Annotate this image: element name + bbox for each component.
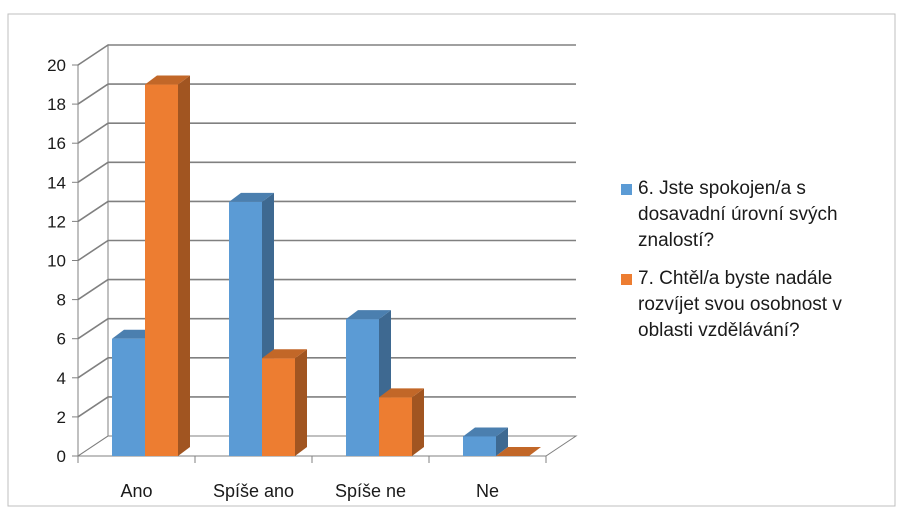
- y-tick-label: 20: [47, 56, 66, 75]
- y-tick-label: 10: [47, 252, 66, 271]
- bar-side: [412, 388, 424, 456]
- y-tick-label: 2: [57, 408, 66, 427]
- legend-swatch-series-2: [621, 274, 632, 285]
- bar-2-3: [379, 388, 424, 456]
- bar-top: [229, 192, 274, 202]
- bar-top: [463, 427, 508, 437]
- x-category-label: Spíše ano: [213, 481, 294, 501]
- bar-front: [346, 319, 379, 456]
- y-tick-label: 14: [47, 173, 66, 192]
- gridline: [77, 44, 576, 66]
- bar-2-1: [145, 75, 190, 457]
- legend-label-series-1: 6. Jste spokojen/a s dosavadní úrovní sv…: [638, 178, 838, 251]
- bar-1-3: [346, 310, 391, 456]
- bar-top: [262, 349, 307, 359]
- bar-2-2: [262, 349, 307, 456]
- y-tick-label: 6: [57, 330, 66, 349]
- bar-2-4: [496, 447, 541, 456]
- bar-side: [496, 427, 508, 456]
- bar-top: [346, 310, 391, 320]
- legend-item-series-1: 6. Jste spokojen/a s dosavadní úrovní sv…: [621, 176, 896, 254]
- y-tick-label: 4: [57, 369, 66, 388]
- legend-item-series-2: 7. Chtěl/a byste nadále rozvíjet svou os…: [621, 266, 896, 344]
- gridline: [77, 357, 576, 379]
- bar-1-4: [463, 427, 508, 456]
- gridline: [77, 278, 576, 301]
- bar-top: [496, 447, 541, 456]
- gridline: [77, 122, 576, 144]
- legend-label-series-2: 7. Chtěl/a byste nadále rozvíjet svou os…: [638, 268, 842, 341]
- legend-swatch-series-1: [621, 184, 632, 195]
- bar-side: [178, 75, 190, 457]
- bar-front: [229, 201, 262, 456]
- gridline: [77, 317, 576, 340]
- bar-front: [145, 84, 178, 457]
- gridline: [77, 161, 576, 183]
- y-tick-label: 16: [47, 134, 66, 153]
- bar-top: [145, 75, 190, 85]
- bar-top: [379, 388, 424, 398]
- bar-front: [112, 338, 145, 456]
- bar-front: [262, 358, 295, 456]
- x-category-label: Ano: [120, 481, 152, 501]
- legend: 6. Jste spokojen/a s dosavadní úrovní sv…: [621, 176, 896, 356]
- gridline: [77, 83, 576, 105]
- y-tick-label: 0: [57, 447, 66, 466]
- bar-front: [463, 436, 496, 456]
- y-tick-label: 8: [57, 291, 66, 310]
- y-tick-label: 12: [47, 212, 66, 231]
- gridline: [77, 200, 576, 223]
- bar-front: [379, 397, 412, 456]
- y-tick-label: 18: [47, 95, 66, 114]
- x-category-label: Ne: [476, 481, 499, 501]
- bar-side: [295, 349, 307, 456]
- gridline: [77, 239, 576, 262]
- x-category-label: Spíše ne: [335, 481, 406, 501]
